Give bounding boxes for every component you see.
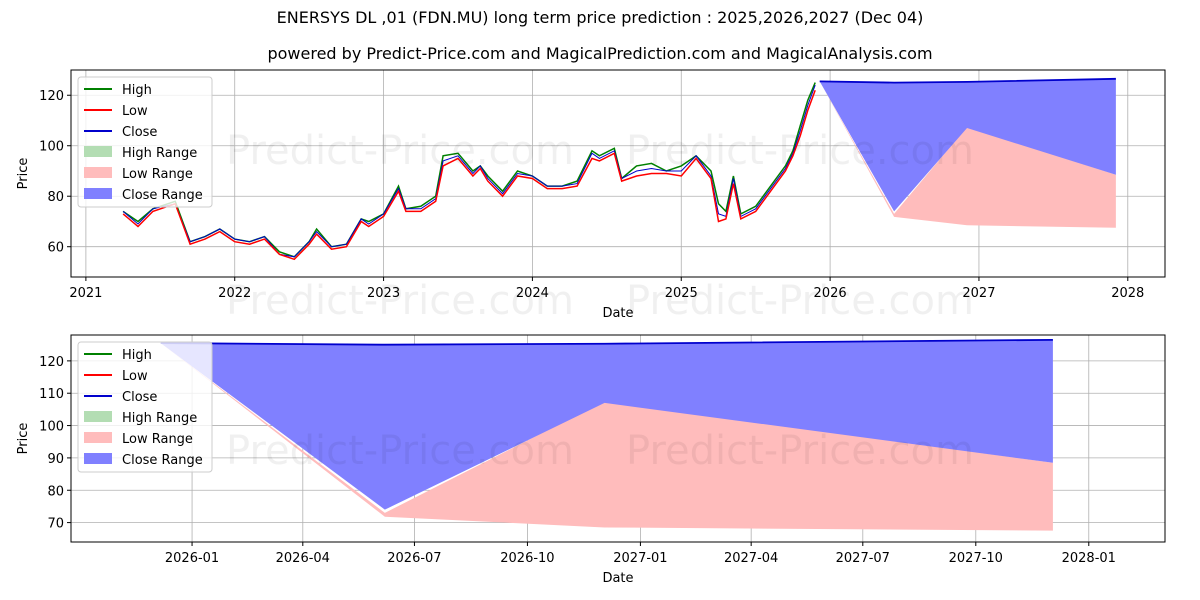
top-x-tick-label: 2024 xyxy=(516,286,549,301)
top-legend-close-label: Close xyxy=(122,125,157,140)
top-legend-low-range-label: Low Range xyxy=(122,167,193,182)
top-x-tick-label: 2027 xyxy=(962,286,995,301)
bottom-x-tick-label: 2026-07 xyxy=(387,551,441,566)
bottom-plot-area xyxy=(160,338,1053,531)
top-legend-high-label: High xyxy=(122,83,152,98)
top-legend-high-range-swatch xyxy=(84,146,112,157)
bottom-watermark: Predict-Price.com xyxy=(626,428,974,474)
top-low-range-band xyxy=(819,81,1116,228)
top-x-tick-label: 2022 xyxy=(218,286,251,301)
top-y-tick-label: 100 xyxy=(39,140,64,155)
top-y-axis-label: Price xyxy=(16,158,31,190)
bottom-x-tick-label: 2026-01 xyxy=(165,551,219,566)
top-watermark: Predict-Price.com xyxy=(626,278,974,324)
top-x-tick-label: 2023 xyxy=(367,286,400,301)
top-watermark: Predict-Price.com xyxy=(226,128,574,174)
top-panel: 2021 2022 2023 2024 2025 2026 2027 2028 60 80 100 1… xyxy=(16,69,1166,321)
bottom-legend-close-range-label: Close Range xyxy=(122,453,203,468)
top-x-axis-label: Date xyxy=(602,306,633,321)
bottom-x-axis-label: Date xyxy=(602,571,633,586)
bottom-y-tick-label: 120 xyxy=(39,355,64,370)
top-x-tick-label: 2025 xyxy=(665,286,698,301)
bottom-panel: 2026-01 2026-04 2026-07 2026-10 2027-01 2027-… xyxy=(16,334,1166,586)
bottom-x-tick-label: 2027-07 xyxy=(836,551,890,566)
top-watermark: Predict-Price.com xyxy=(626,128,974,174)
bottom-axes-frame xyxy=(70,334,1166,543)
bottom-close-range-band xyxy=(160,339,1053,510)
bottom-close-forecast-line xyxy=(160,338,1053,346)
bottom-y-axis-label: Price xyxy=(16,423,31,455)
top-close-forecast-line xyxy=(819,77,1116,84)
top-y-tick-label: 80 xyxy=(47,190,64,205)
bottom-x-tick-label: 2028-01 xyxy=(1062,551,1116,566)
bottom-y-tick-label: 70 xyxy=(47,517,64,532)
top-watermark: Predict-Price.com xyxy=(226,278,574,324)
bottom-legend-close-range-swatch xyxy=(84,453,112,464)
bottom-legend-low-range-label: Low Range xyxy=(122,432,193,447)
top-plot-area xyxy=(122,77,1116,261)
top-legend-high-range-label: High Range xyxy=(122,146,197,161)
top-legend-close-range-label: Close Range xyxy=(122,188,203,203)
bottom-legend-low-range-swatch xyxy=(84,432,112,443)
bottom-y-tick-label: 80 xyxy=(47,484,64,499)
bottom-legend-high-range-swatch xyxy=(84,411,112,422)
bottom-x-tick-label: 2026-10 xyxy=(500,551,554,566)
bottom-y-tick-label: 90 xyxy=(47,452,64,467)
top-legend-low-range-swatch xyxy=(84,167,112,178)
top-legend-close-range-swatch xyxy=(84,188,112,199)
top-low-line xyxy=(122,89,816,261)
top-close-range-band xyxy=(819,78,1116,212)
bottom-x-tick-label: 2027-01 xyxy=(613,551,667,566)
top-legend-low-label: Low xyxy=(122,104,148,119)
top-axes-frame xyxy=(70,69,1166,278)
bottom-y-tick-label: 110 xyxy=(39,387,64,402)
bottom-legend: High Low Close High Range Low Range Close Ran… xyxy=(77,341,213,473)
top-y-tick-label: 60 xyxy=(47,241,64,256)
top-legend: High Low Close High Range Low Range Close Ran… xyxy=(77,76,213,208)
top-x-tick-label: 2028 xyxy=(1111,286,1144,301)
bottom-x-tick-label: 2026-04 xyxy=(276,551,330,566)
bottom-legend-close-label: Close xyxy=(122,390,157,405)
bottom-y-tick-label: 100 xyxy=(39,420,64,435)
chart-title: ENERSYS DL ,01 (FDN.MU) long term price … xyxy=(276,8,924,27)
chart-subtitle: powered by Predict-Price.com and Magical… xyxy=(267,44,933,63)
bottom-legend-high-range-label: High Range xyxy=(122,411,197,426)
top-y-tick-label: 120 xyxy=(39,89,64,104)
top-x-tick-label: 2021 xyxy=(69,286,102,301)
bottom-legend-low-label: Low xyxy=(122,369,148,384)
bottom-x-tick-label: 2027-10 xyxy=(949,551,1003,566)
bottom-watermark: Predict-Price.com xyxy=(226,428,574,474)
bottom-x-tick-label: 2027-04 xyxy=(724,551,778,566)
top-x-tick-label: 2026 xyxy=(814,286,847,301)
bottom-legend-high-label: High xyxy=(122,348,152,363)
bottom-low-range-band xyxy=(160,343,1053,531)
